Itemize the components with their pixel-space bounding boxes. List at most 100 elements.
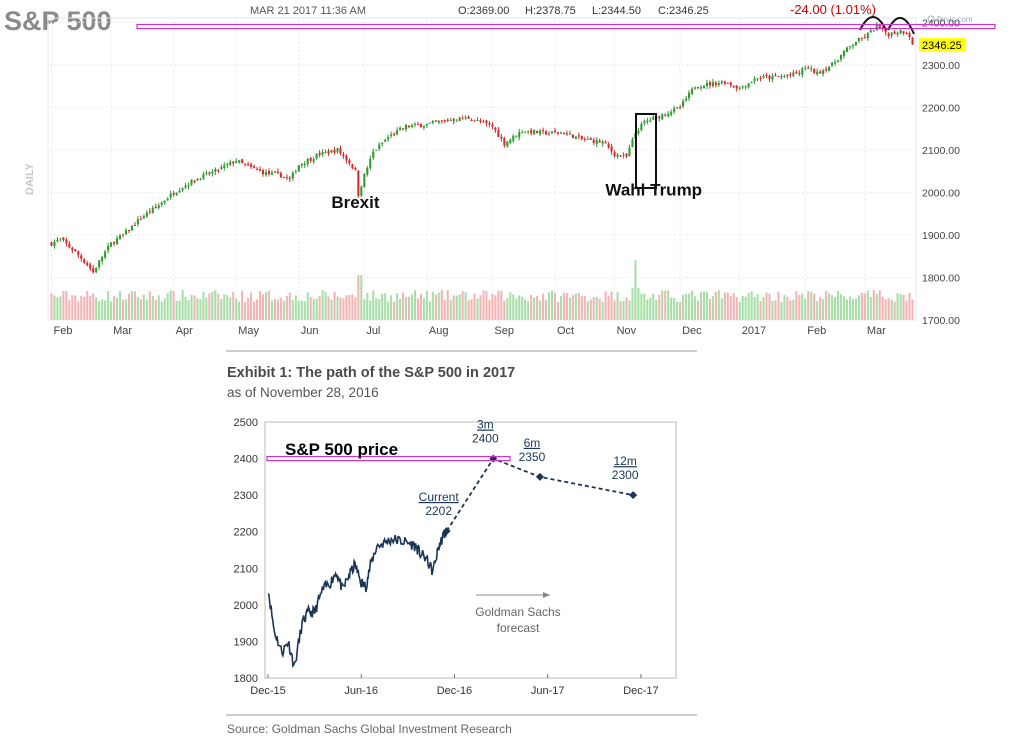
candle-body: [458, 117, 461, 121]
candle-body: [154, 206, 157, 208]
candle-body: [729, 82, 732, 86]
candle-body: [866, 33, 869, 39]
volume-bar: [419, 294, 422, 320]
candle-body: [253, 166, 256, 169]
volume-bar: [181, 290, 184, 320]
volume-bar: [646, 299, 649, 320]
volume-bar: [342, 298, 345, 320]
volume-bar: [270, 300, 274, 320]
candle-body: [175, 192, 178, 196]
volume-bar: [884, 299, 887, 320]
volume-bar: [425, 291, 428, 320]
candle-body: [732, 86, 735, 88]
candle-body: [115, 238, 119, 245]
candle-body: [649, 120, 652, 122]
candle-body: [816, 71, 819, 75]
volume-bar: [717, 290, 720, 320]
candle-body: [693, 87, 697, 89]
volume-bar: [747, 292, 750, 320]
volume-bar: [71, 295, 74, 320]
volume-bar: [682, 294, 685, 320]
volume-bar: [77, 301, 80, 320]
volume-bar: [336, 296, 339, 320]
candle-body: [509, 139, 512, 143]
volume-bar: [205, 297, 208, 320]
y-tick-label: 1800.00: [922, 272, 960, 284]
volume-bar: [217, 293, 220, 320]
candle-body: [59, 238, 62, 240]
forecast-line: [445, 457, 634, 532]
candle-body: [372, 151, 375, 158]
volume-bar: [580, 296, 583, 320]
trump-election-box: [635, 113, 657, 189]
forecast-point-label-top: 12m: [613, 454, 636, 468]
candle-body: [765, 74, 768, 77]
candle-body: [124, 230, 128, 235]
candle-body: [378, 144, 381, 149]
candle-body: [407, 125, 411, 127]
candle-body: [399, 128, 402, 131]
forecast-point-label-top: 3m: [477, 418, 494, 432]
volume-bar: [136, 296, 139, 320]
candle-body: [50, 242, 53, 246]
candle-body: [878, 24, 881, 29]
volume-bar: [80, 295, 83, 320]
volume-bar: [121, 299, 125, 320]
volume-bar: [905, 300, 908, 320]
candle-body: [836, 60, 840, 62]
candle-body: [366, 167, 369, 175]
volume-bar: [393, 301, 396, 320]
volume-bar: [166, 292, 169, 320]
candle-body: [187, 185, 190, 187]
volume-bar: [190, 294, 193, 320]
volume-bar: [610, 291, 613, 320]
volume-bar: [470, 299, 473, 320]
y-tick-label: 1700.00: [922, 315, 960, 327]
candle-body: [640, 124, 643, 131]
candle-body: [470, 120, 473, 122]
candle-body: [524, 131, 527, 133]
last-price-tag: 2346.25: [919, 38, 965, 52]
candle-body: [625, 153, 628, 157]
candle-body: [604, 142, 607, 144]
candle-body: [92, 268, 95, 273]
volume-bar: [378, 299, 381, 320]
last-price-background: [919, 38, 965, 52]
volume-bar: [199, 299, 202, 320]
volume-bar: [574, 293, 577, 320]
volume-bar: [184, 297, 187, 320]
volume-bar: [783, 295, 786, 320]
candle-body: [804, 67, 807, 69]
candle-body: [118, 235, 122, 240]
candle-body: [354, 167, 357, 170]
x-tick-label: 2017: [742, 325, 766, 337]
candle-body: [801, 68, 804, 75]
volume-bar: [83, 296, 86, 320]
candle-body: [172, 192, 175, 195]
y-tick-label: 1900.00: [922, 230, 960, 242]
source-note: Source: Goldman Sachs Global Investment …: [227, 722, 512, 736]
candle-body: [345, 155, 348, 161]
candle-body: [321, 151, 324, 155]
volume-bar: [735, 297, 738, 320]
volume-bar: [154, 299, 157, 320]
candle-body: [163, 200, 166, 203]
volume-bar: [390, 295, 393, 320]
x-tick-label: Mar: [867, 325, 886, 337]
candle-body: [190, 179, 193, 186]
volume-bar: [902, 294, 905, 320]
candle-body: [74, 249, 77, 251]
date-time-label: MAR 21 2017 11:36 AM: [250, 5, 366, 17]
candle-body: [839, 54, 843, 60]
volume-bar: [160, 301, 163, 320]
volume-bar: [59, 296, 62, 320]
volume-bar: [110, 301, 113, 320]
volume-bar: [625, 297, 628, 320]
candle-body: [101, 256, 104, 262]
volume-bar: [497, 290, 500, 320]
volume-bar: [127, 293, 130, 320]
volume-bar: [431, 291, 434, 320]
x-tick-label: Jun: [301, 325, 319, 337]
forecast-point-label-top: Current: [419, 490, 460, 504]
